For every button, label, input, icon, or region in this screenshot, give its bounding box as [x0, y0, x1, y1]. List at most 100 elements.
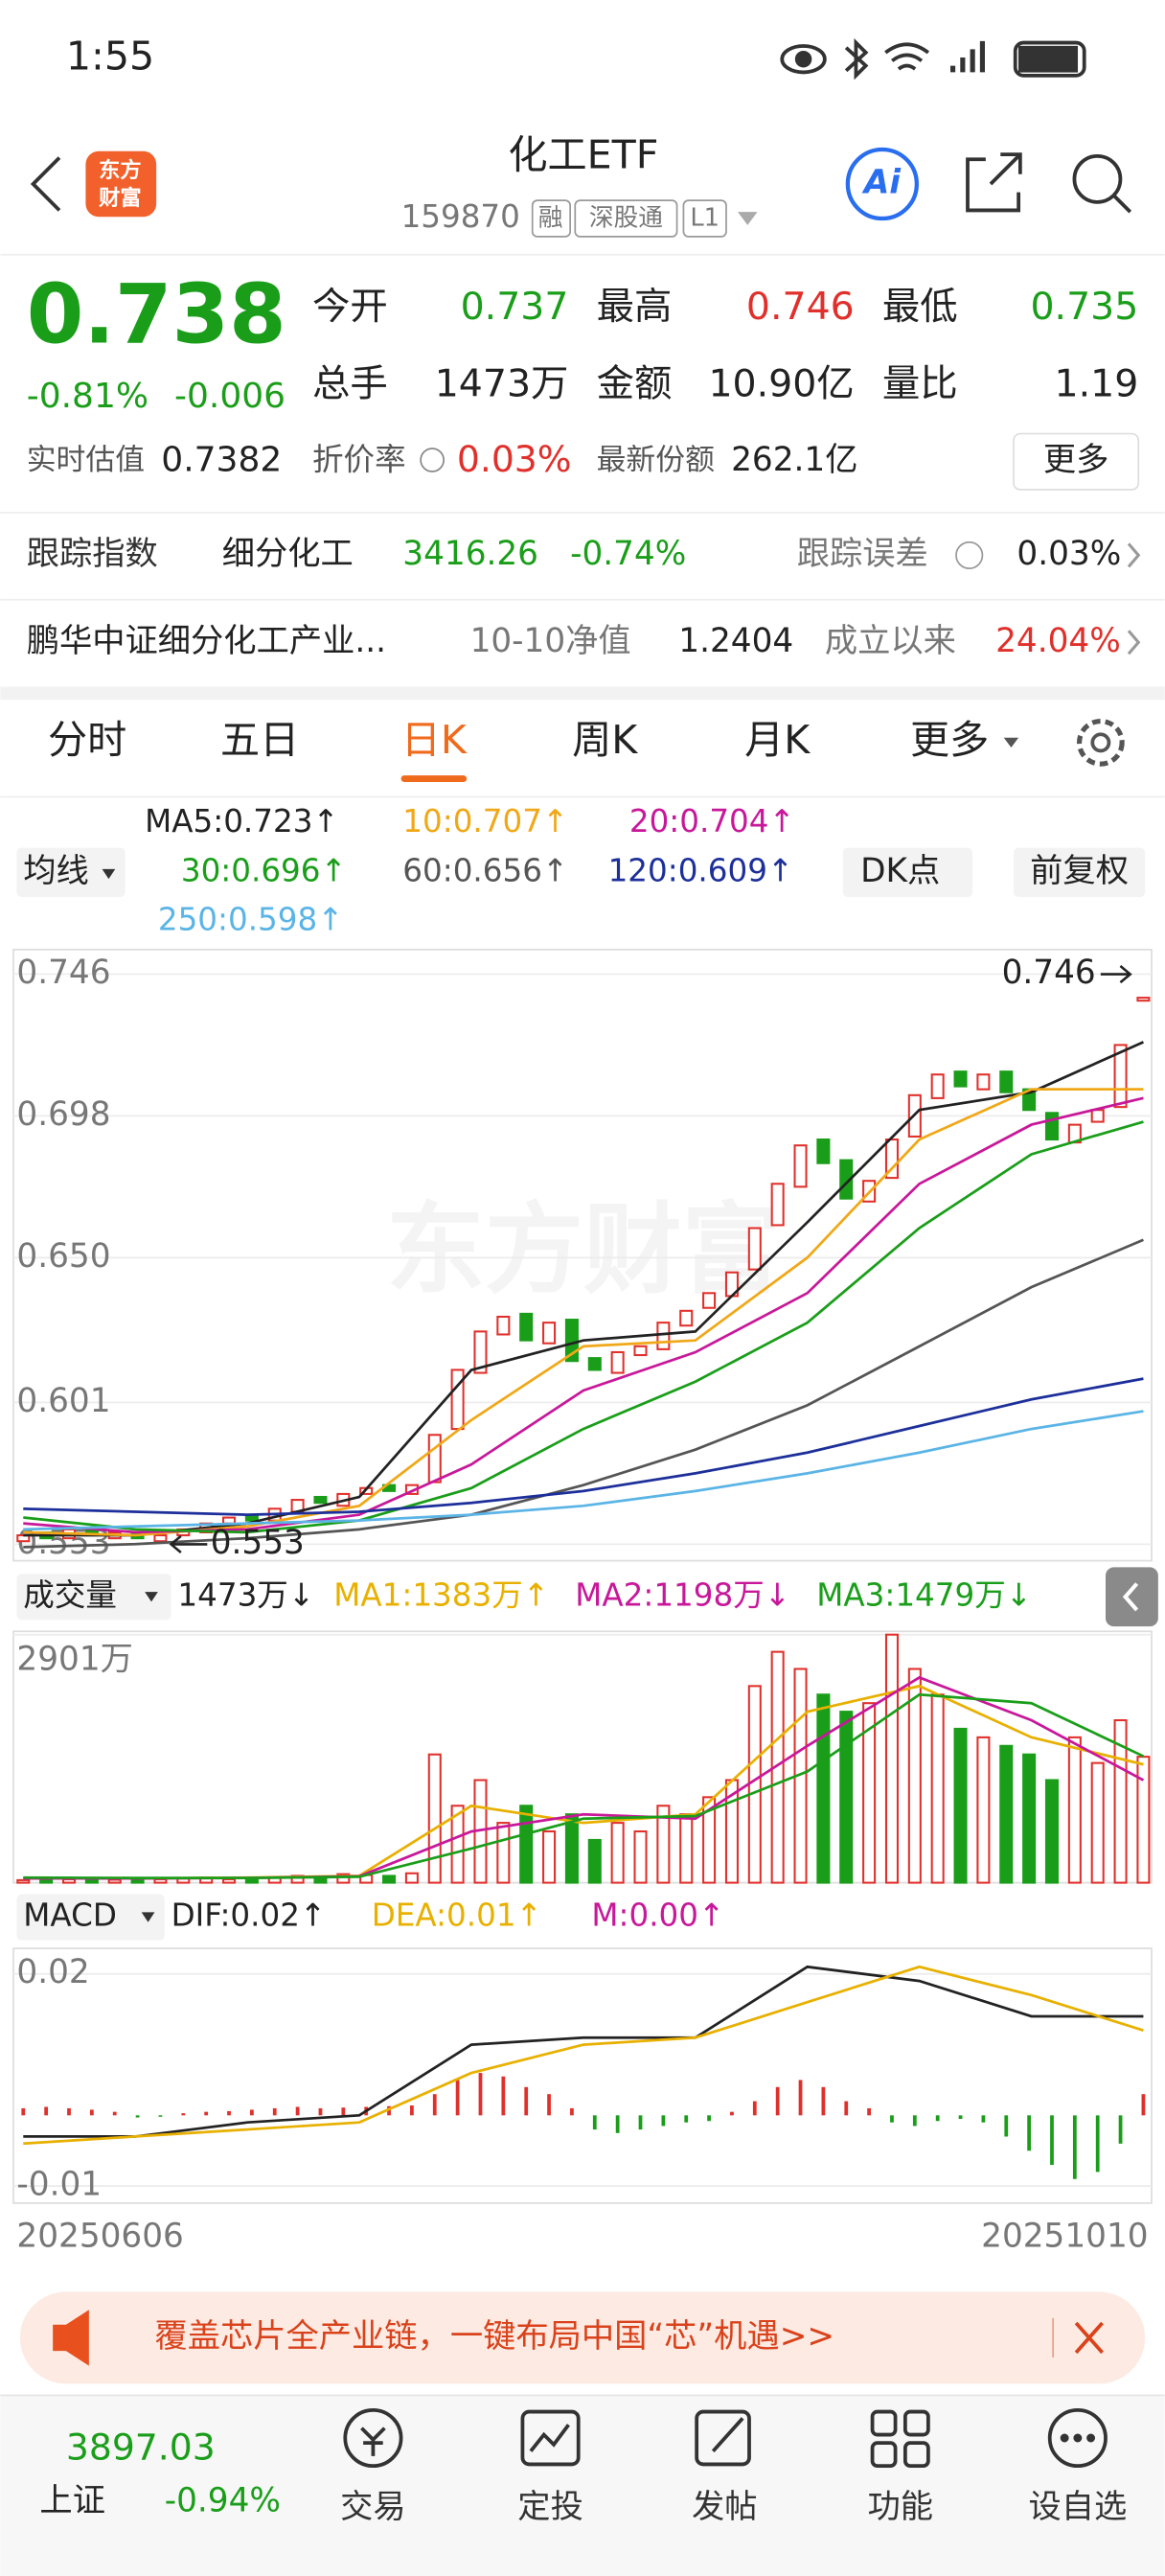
nav-item[interactable]: 交易 [340, 2488, 406, 2526]
back-button[interactable] [30, 156, 61, 212]
tab[interactable]: 五日 [220, 717, 299, 763]
price: 0.738 [27, 267, 286, 363]
dropdown[interactable] [738, 212, 758, 225]
collapse-tab[interactable] [1106, 1567, 1158, 1627]
date-end: 20251010 [981, 2217, 1148, 2255]
nav-item[interactable]: 设自选 [1028, 2488, 1127, 2526]
volume-bar [633, 1830, 648, 1884]
nav-label: 10-10净值 [470, 622, 631, 660]
indicator-line [23, 1120, 1144, 1534]
volume-bar [496, 1822, 511, 1884]
volume-bar [130, 1878, 145, 1884]
tab-active[interactable]: 日K [401, 717, 468, 763]
candle [450, 1368, 465, 1431]
more-button[interactable] [1013, 432, 1140, 491]
index-change: -0.94% [165, 2481, 281, 2519]
indicator-line [23, 1965, 1144, 2138]
tab[interactable]: 分时 [48, 717, 126, 763]
banner-close[interactable] [1074, 2321, 1104, 2355]
candle [153, 1534, 168, 1543]
volume-bar [1044, 1779, 1060, 1884]
volume-bar [244, 1877, 259, 1884]
banner-text: 覆盖芯片全产业链，一键布局中国“芯”机遇>> [154, 2317, 834, 2356]
volume-bar [702, 1796, 717, 1884]
info-icon[interactable] [955, 540, 984, 569]
chevron[interactable] [1127, 542, 1141, 568]
candle [1136, 997, 1151, 1002]
share-button[interactable] [966, 152, 1022, 213]
macd-button[interactable] [16, 1894, 165, 1941]
volume-bar [656, 1805, 671, 1884]
tracking-error-label: 跟踪误差 [797, 535, 928, 573]
logo-text: 东方 [99, 157, 142, 183]
nav-item[interactable]: 发帖 [692, 2488, 758, 2526]
volume-bar [839, 1711, 854, 1884]
tab[interactable]: 周K [572, 717, 638, 763]
since: 24.04% [995, 622, 1121, 660]
indicator-line [23, 1692, 1145, 1879]
stat-value: 0.735 [1030, 285, 1138, 329]
volume-legend: MA2:1198万↓ [575, 1576, 790, 1613]
volume-button[interactable] [16, 1574, 171, 1621]
volume-bar [84, 1878, 99, 1884]
tab[interactable]: 月K [744, 717, 811, 763]
tab-underline [400, 775, 468, 782]
volume-bar [930, 1693, 945, 1884]
bottom-nav [0, 2395, 1165, 2576]
volume-bar [1067, 1736, 1082, 1884]
tag: 融 [538, 203, 563, 232]
candle [976, 1073, 991, 1091]
volume-bar [382, 1874, 397, 1884]
ma-button-label: 均线 [23, 852, 89, 890]
nav-item[interactable]: 定投 [517, 2488, 583, 2526]
stat-label: 金额 [597, 361, 673, 405]
dropdown [145, 1592, 158, 1602]
search-button[interactable] [1072, 153, 1132, 214]
watermark: 东方财富 [386, 1194, 780, 1308]
candle [656, 1322, 671, 1350]
info-icon[interactable] [420, 448, 445, 472]
macd-button-label: MACD [23, 1898, 117, 1934]
stat-label: 今开 [312, 285, 388, 329]
volume-bar [862, 1702, 877, 1884]
y-tick-label: -0.01 [16, 2166, 102, 2204]
adjust-button[interactable] [1014, 847, 1146, 897]
chevron[interactable] [1127, 630, 1141, 656]
tag: 深股通 [589, 203, 663, 232]
indicator-line [23, 1965, 1144, 2146]
y-tick-label: 0.650 [16, 1237, 110, 1276]
volume-bar [542, 1830, 557, 1884]
stat-value: 1473万 [435, 361, 569, 405]
candle [930, 1073, 945, 1099]
candle [816, 1138, 831, 1164]
ma-button[interactable] [16, 847, 126, 897]
candle [313, 1495, 328, 1505]
indicator-line [23, 1684, 1144, 1880]
settings-button[interactable] [1076, 718, 1125, 767]
tag: L1 [690, 203, 720, 232]
candle [953, 1070, 968, 1088]
low-arrow [169, 1534, 208, 1553]
discount: 0.03% [457, 438, 572, 480]
tab[interactable]: 更多 [910, 717, 989, 763]
indicator-line [23, 1238, 1144, 1549]
section-gap [0, 686, 1165, 701]
volume-bar [16, 1878, 31, 1884]
candle [633, 1345, 648, 1357]
ma-legend: 10:0.707↑ [402, 803, 568, 840]
dk-button[interactable] [842, 847, 973, 897]
stat-label: 最高 [597, 285, 673, 329]
volume-legend: 1473万↓ [177, 1576, 314, 1613]
collapse-icon [1122, 1582, 1139, 1612]
ai-button[interactable] [845, 147, 919, 221]
change-pct: -0.81% [27, 377, 148, 416]
ma-legend: 20:0.704↑ [629, 803, 795, 840]
banner[interactable] [19, 2291, 1146, 2384]
macd-legend: M:0.00↑ [591, 1898, 724, 1934]
macd-frame [12, 1947, 1153, 2204]
nav-icons [343, 2407, 1108, 2469]
ma-legend: 60:0.656↑ [402, 852, 568, 888]
nav-item[interactable]: 功能 [867, 2488, 933, 2526]
